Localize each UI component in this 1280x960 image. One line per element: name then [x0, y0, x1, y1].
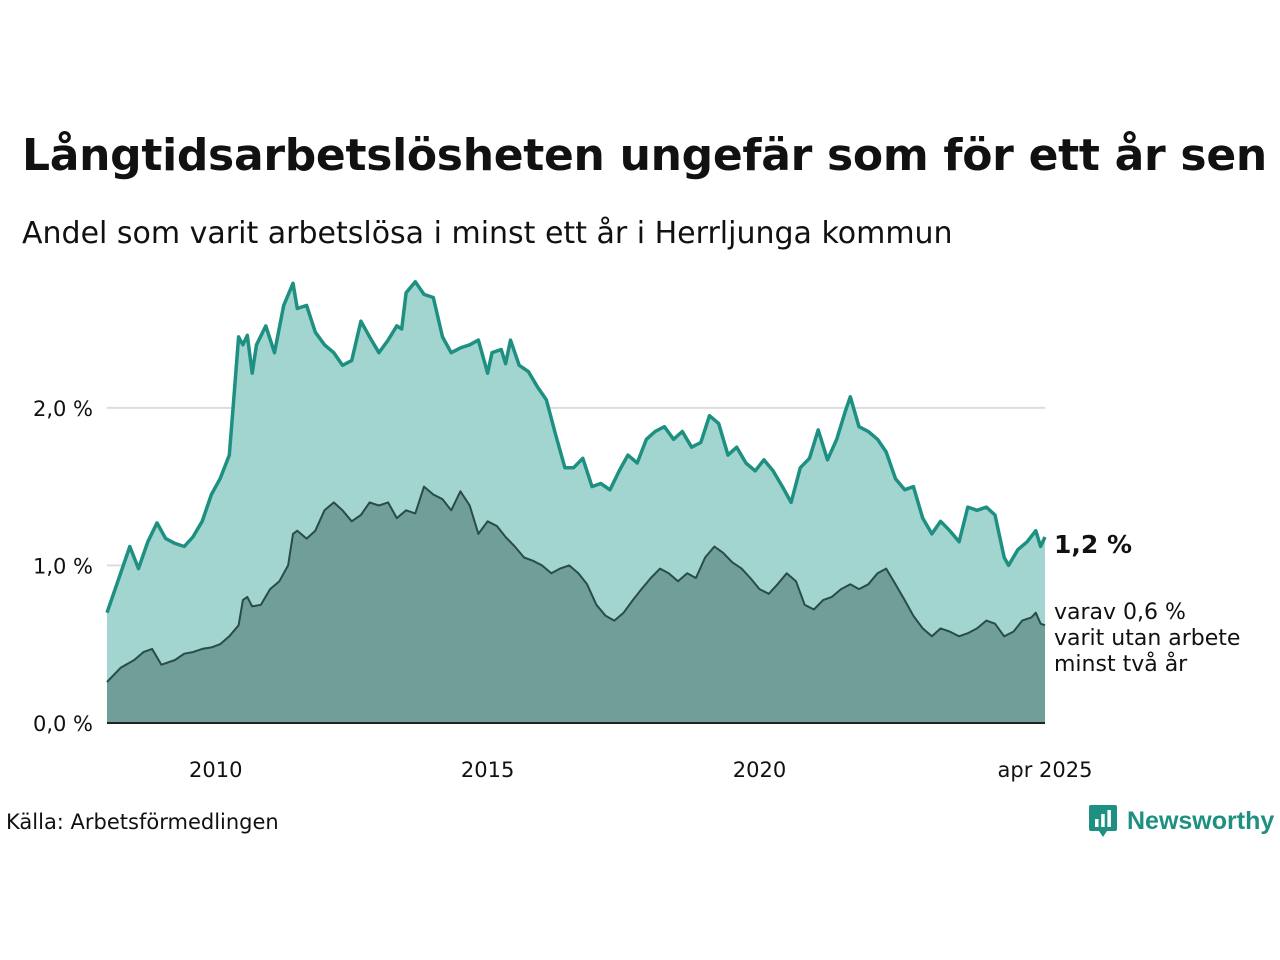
long-term-series-line [105, 280, 1047, 614]
axes: 0,0 % 1,0 % 2,0 % 2010 2015 2020 apr 2025 [33, 397, 1093, 782]
y-tick-label: 1,0 % [33, 554, 93, 578]
x-tick-label: apr 2025 [998, 758, 1093, 782]
two-year-series-area [107, 486, 1045, 723]
newsworthy-logo-text: Newsworthy [1127, 806, 1275, 835]
newsworthy-logo: Newsworthy [1088, 804, 1274, 838]
end-label-secondary-line: minst två år [1054, 651, 1188, 677]
x-tick-label: 2015 [461, 758, 514, 782]
two-year-series-line [106, 485, 1046, 683]
newsworthy-logo-icon [1089, 805, 1117, 837]
chart-areas [105, 280, 1047, 723]
area-chart: 0,0 % 1,0 % 2,0 % 2010 2015 2020 apr 2025 1,2 … [33, 280, 1240, 782]
chart-title: Långtidsarbetslösheten ungefär som för e… [22, 130, 1267, 181]
end-label-main: 1,2 % [1054, 530, 1132, 559]
end-label-secondary-line: varav 0,6 % [1054, 600, 1186, 625]
source-note: Källa: Arbetsförmedlingen [6, 810, 279, 834]
chart-subtitle: Andel som varit arbetslösa i minst ett å… [22, 216, 953, 251]
x-tick-label: 2010 [189, 758, 242, 782]
x-tick-label: 2020 [733, 758, 786, 782]
y-tick-label: 2,0 % [33, 397, 93, 421]
end-label-secondary-line: varit utan arbete [1054, 626, 1240, 651]
y-tick-label: 0,0 % [33, 712, 93, 736]
